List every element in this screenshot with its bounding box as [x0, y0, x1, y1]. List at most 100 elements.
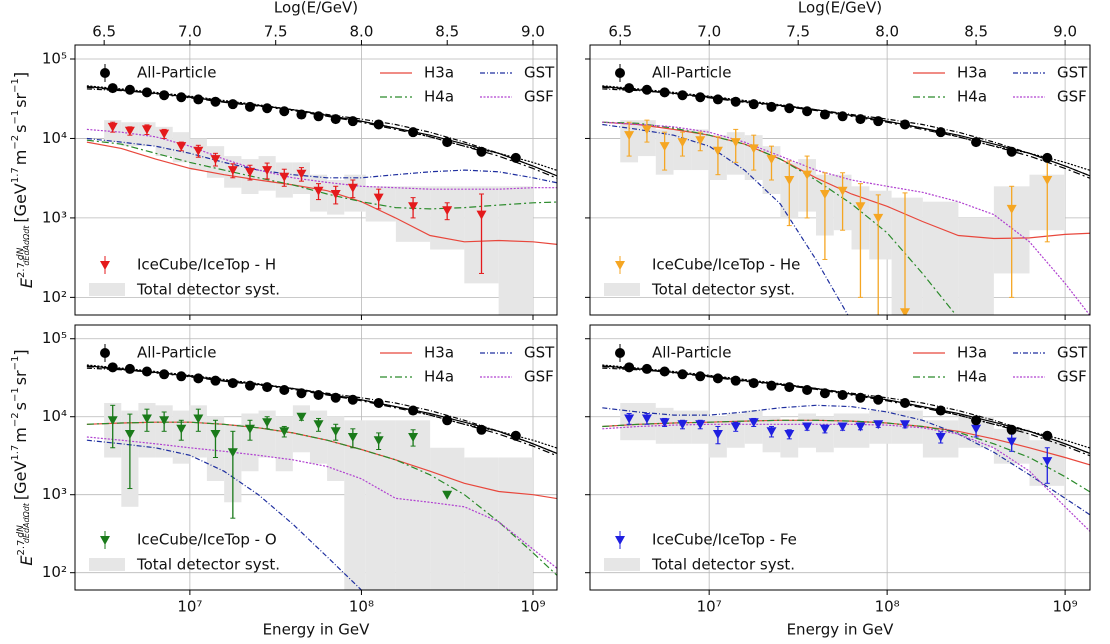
y-axis-label-part: E	[17, 277, 36, 288]
syst-box	[464, 457, 499, 590]
all-particle-point	[373, 397, 384, 408]
composition-point	[730, 422, 741, 432]
panel: 10² 10³ 10⁴ 10⁵ 6.5 7.0 7.5 8.0 8.5 9.0 Log(E/GeV)…	[10, 0, 558, 320]
model-line	[602, 123, 849, 315]
x2-tick-label: 8.0	[350, 23, 374, 41]
model-total-line	[602, 85, 1090, 171]
all-particle-point	[971, 137, 982, 148]
composition-point	[476, 210, 487, 220]
all-particle-point	[442, 137, 453, 148]
x2-axis-label: Log(E/GeV)	[798, 0, 882, 17]
syst-box	[430, 447, 465, 590]
legend-label: H3a	[957, 344, 987, 362]
composition-point	[176, 142, 187, 152]
legend-label: IceCube/IceTop - Fe	[652, 531, 797, 549]
composition-point	[313, 186, 324, 196]
composition-point	[873, 420, 884, 430]
composition-point	[262, 418, 273, 428]
all-particle-point	[510, 430, 521, 441]
legend-swatch	[89, 558, 125, 571]
x-axis-label: Energy in GeV	[263, 621, 371, 639]
composition-point	[819, 189, 830, 199]
x2-tick-label: 7.0	[178, 23, 202, 41]
legend-label: Total detector syst.	[136, 281, 280, 299]
all-particle-point	[442, 415, 453, 426]
syst-box	[891, 197, 923, 315]
y-axis-label-part: −1	[10, 356, 21, 371]
all-particle-point	[730, 375, 741, 386]
all-particle-point	[141, 87, 152, 98]
composition-point	[296, 412, 307, 422]
all-particle-point	[873, 394, 884, 405]
legend-label: IceCube/IceTop - He	[652, 256, 800, 274]
model-total-line	[602, 364, 1090, 449]
composition-point	[730, 138, 741, 148]
composition-point	[373, 436, 384, 446]
composition-point	[408, 432, 419, 442]
composition-point	[624, 414, 635, 424]
all-particle-point	[107, 83, 118, 94]
all-particle-point	[347, 394, 358, 405]
composition-point	[712, 430, 723, 440]
legend-label: IceCube/IceTop - O	[137, 531, 277, 549]
composition-point	[442, 206, 453, 216]
all-particle-point	[193, 373, 204, 384]
syst-box	[365, 420, 396, 590]
legend-swatch	[89, 283, 125, 296]
composition-point	[279, 427, 290, 437]
legend-swatch	[604, 283, 640, 296]
all-particle-point	[176, 371, 187, 382]
composition-point	[641, 414, 652, 424]
legend-label: GSF	[524, 368, 554, 386]
all-particle-point	[1006, 146, 1017, 157]
legend-label: H3a	[424, 64, 454, 82]
legend-label: All-Particle	[137, 64, 216, 82]
all-particle-point	[262, 103, 273, 114]
composition-point	[935, 432, 946, 442]
composition-point	[141, 414, 152, 424]
y-axis-label-part: dN	[16, 247, 26, 260]
legend-label: H4a	[424, 368, 454, 386]
x2-tick-label: 7.5	[264, 23, 288, 41]
all-particle-point	[373, 119, 384, 130]
composition-point	[641, 125, 652, 135]
legend-label: GSF	[524, 88, 554, 106]
all-particle-point	[279, 106, 290, 117]
y-axis-label-part: ]	[11, 349, 30, 355]
composition-point	[262, 166, 273, 176]
composition-point	[193, 146, 204, 156]
model-total-line	[602, 86, 1090, 179]
legend-label: GSF	[1057, 368, 1087, 386]
legend-label: GSF	[1057, 88, 1087, 106]
composition-point	[347, 432, 358, 442]
plot-frame	[589, 44, 1091, 316]
model-total-line	[602, 365, 1090, 457]
composition-point	[873, 213, 884, 223]
all-particle-point	[313, 389, 324, 400]
plot-frame	[589, 324, 1091, 591]
composition-point	[279, 172, 290, 182]
panel: 10⁷ 10⁸ 10⁹ Energy in GeV All-Particle H3a H4a…	[585, 324, 1091, 639]
legend-label: H4a	[957, 368, 987, 386]
all-particle-point	[802, 106, 813, 117]
x2-tick-label: 7.0	[697, 23, 721, 41]
y-axis-label-part: −2	[10, 135, 21, 150]
composition-point	[227, 448, 238, 458]
syst-box	[498, 457, 533, 590]
all-particle-point	[1006, 424, 1017, 435]
composition-point	[899, 308, 910, 315]
composition-point	[330, 189, 341, 199]
composition-point	[193, 414, 204, 424]
all-particle-point	[227, 99, 238, 110]
all-particle-point	[408, 405, 419, 416]
composition-point	[624, 131, 635, 141]
all-particle-point	[244, 101, 255, 112]
all-particle-point	[837, 389, 848, 400]
y-axis-label-part: s	[11, 402, 30, 410]
y-axis-label-part: −1	[10, 78, 21, 93]
plot-frame	[74, 324, 558, 591]
composition-point	[210, 430, 221, 440]
legend-label: Total detector syst.	[651, 281, 795, 299]
y-axis-label-part: −2	[10, 412, 21, 427]
composition-point	[677, 420, 688, 430]
